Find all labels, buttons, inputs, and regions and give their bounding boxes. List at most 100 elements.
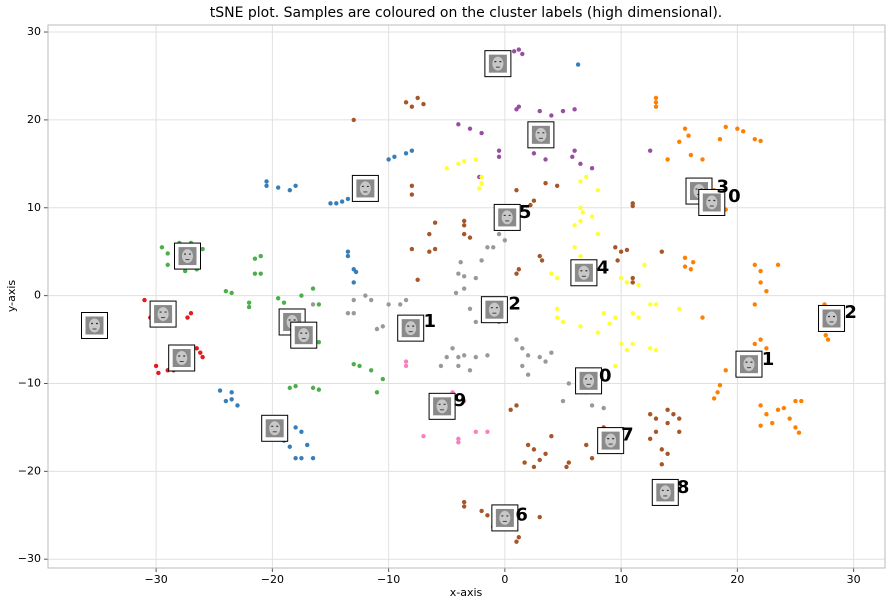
point [275,296,281,301]
point [409,246,415,252]
point [235,403,240,408]
face-shape [578,265,590,280]
point [682,255,688,261]
point [522,460,527,465]
point [624,347,630,353]
point [723,124,728,130]
point [647,412,653,417]
point [677,416,682,421]
point [467,126,473,131]
point [485,429,490,435]
point [659,447,664,452]
point [543,359,548,364]
point [653,416,659,421]
point [185,315,190,320]
point [444,354,449,360]
face-shape [89,318,100,333]
point [305,442,310,448]
point [477,186,482,191]
point [380,324,385,329]
point [630,341,635,347]
annotation: 7 [621,424,634,445]
point [525,353,531,358]
point [595,330,601,335]
point [636,282,641,288]
point [630,203,635,209]
point [613,363,618,369]
point [758,337,763,342]
point [456,122,461,127]
point [275,185,281,190]
point [351,361,356,367]
point [165,262,170,268]
face-shape [659,485,671,500]
point [770,420,775,426]
face-shape [501,210,513,225]
point [456,354,461,360]
point [711,396,717,401]
face-shape [535,127,547,142]
point [403,297,409,303]
point [339,199,345,204]
point [686,133,691,138]
y-tick-label: 0 [34,289,41,302]
point [473,319,478,325]
x-axis-label: x-axis [450,586,483,599]
point [299,293,304,298]
point [630,275,635,281]
point [601,310,606,316]
point [287,385,292,391]
annotation: 3 [716,177,729,198]
point [264,183,269,188]
point [516,47,522,52]
point [310,286,316,291]
annotation: 2 [508,293,521,314]
point [438,363,444,369]
point [665,157,670,162]
face-shape [359,181,371,196]
point [549,113,554,118]
point [409,104,415,109]
point [775,262,781,268]
point [514,271,519,276]
point [572,148,577,153]
point [345,253,351,259]
point [589,166,595,171]
point [653,104,659,109]
point [613,315,618,320]
point [351,297,356,303]
point [409,192,415,197]
point [566,460,571,465]
point [647,148,653,153]
point [258,271,263,276]
point [647,346,653,351]
point [310,455,316,461]
point [357,363,362,369]
point [374,326,380,332]
y-tick-label: −30 [18,552,41,565]
face-shape [499,510,511,525]
point [293,425,298,430]
y-tick-label: 20 [27,113,41,126]
point [496,154,502,159]
point [764,346,769,351]
point [363,293,368,298]
point [520,346,525,351]
point [427,249,432,254]
point [537,354,542,360]
point [453,290,459,296]
point [386,302,391,307]
point [444,166,449,171]
point [717,383,723,388]
point [496,231,502,237]
annotation: 0 [599,365,612,386]
point [198,350,203,355]
point [584,442,589,448]
point [758,138,763,144]
point [615,258,620,263]
point [461,158,467,164]
point [601,405,606,411]
point [589,214,595,219]
point [516,535,522,540]
